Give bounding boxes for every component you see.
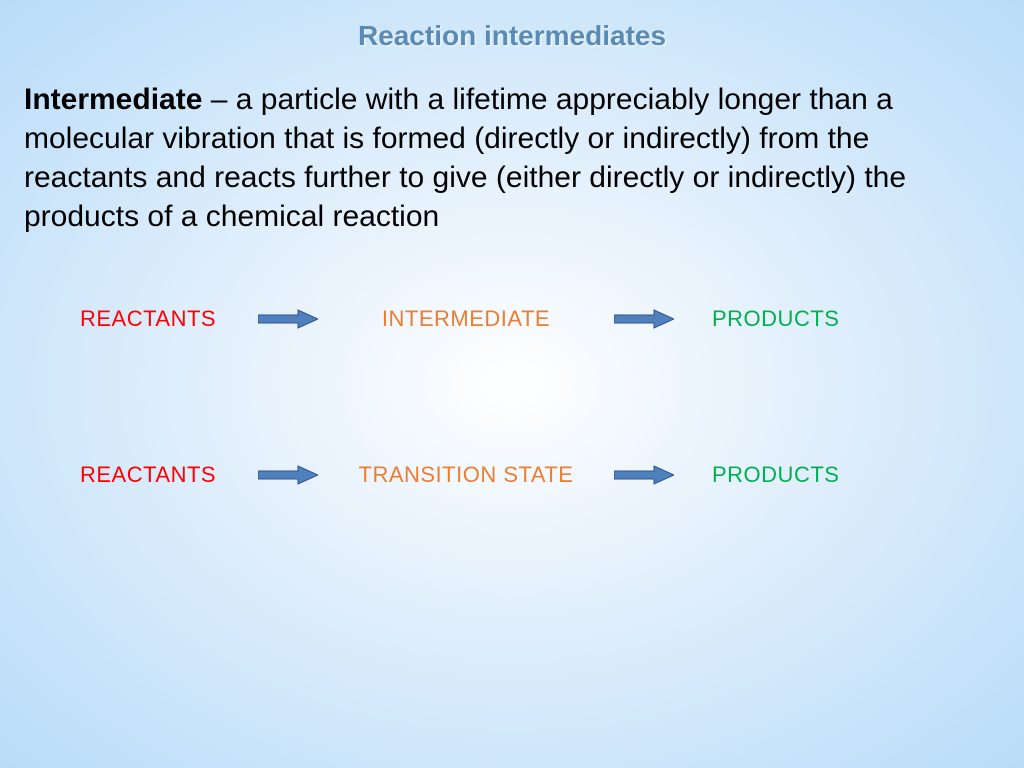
arrow-icon bbox=[258, 309, 318, 329]
products-label: PRODUCTS bbox=[712, 462, 852, 488]
definition-text: Intermediate – a particle with a lifetim… bbox=[0, 52, 1024, 236]
products-label: PRODUCTS bbox=[712, 306, 852, 332]
slide-title: Reaction intermediates bbox=[0, 0, 1024, 52]
flow-row-intermediate: REACTANTS INTERMEDIATE PRODUCTS bbox=[0, 306, 1024, 332]
reactants-label: REACTANTS bbox=[80, 306, 220, 332]
arrow-icon bbox=[614, 309, 674, 329]
flow-row-transition: REACTANTS TRANSITION STATE PRODUCTS bbox=[0, 462, 1024, 488]
transition-state-label: TRANSITION STATE bbox=[356, 462, 576, 488]
reactants-label: REACTANTS bbox=[80, 462, 220, 488]
arrow-icon bbox=[258, 465, 318, 485]
definition-term: Intermediate bbox=[24, 83, 202, 116]
arrow-icon bbox=[614, 465, 674, 485]
intermediate-label: INTERMEDIATE bbox=[356, 306, 576, 332]
